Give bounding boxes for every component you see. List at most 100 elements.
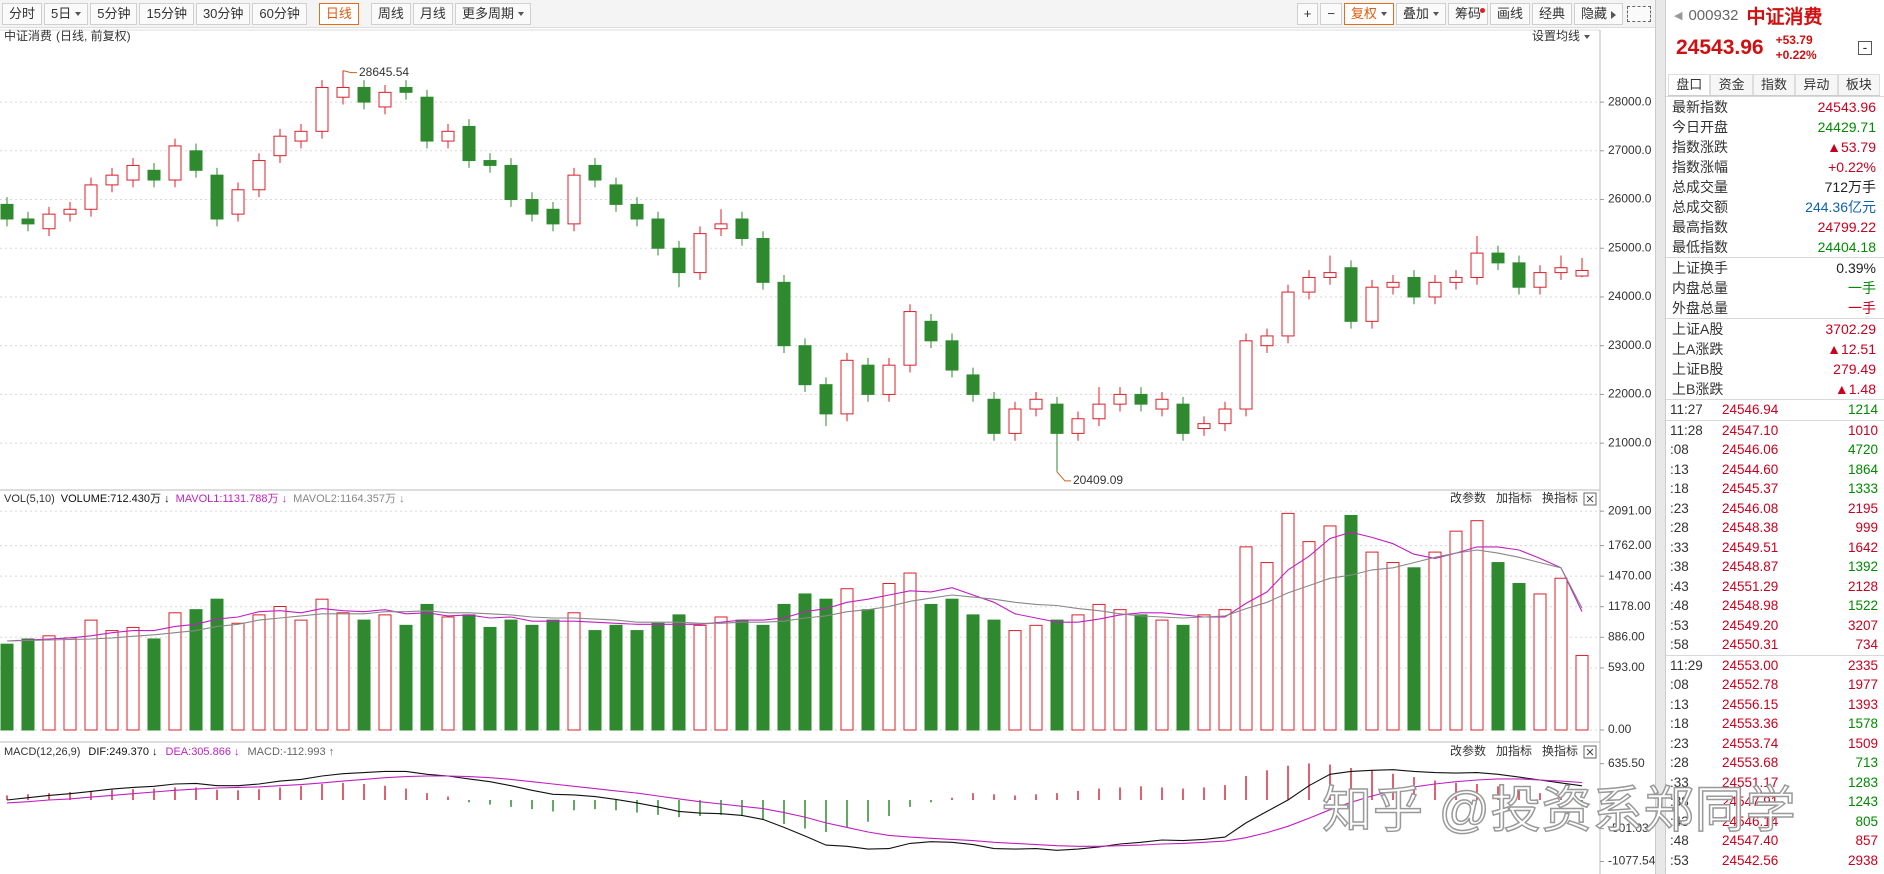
stat-value: 24429.71 (1817, 119, 1876, 135)
stat-value: 一手 (1848, 280, 1876, 296)
tool-button[interactable]: 复权 (1343, 2, 1394, 25)
panel-button[interactable]: 加指标 (1496, 743, 1532, 758)
volume-bar (525, 624, 539, 731)
tool-button[interactable]: 经典 (1531, 2, 1572, 25)
period-button[interactable]: 日线 (318, 2, 359, 25)
candle-body (987, 398, 1001, 434)
tick-list: 11:27 24546.94 1214 11:28 24547.10 1010:08 245… (1664, 399, 1884, 874)
panel-toggle[interactable] (1655, 0, 1666, 874)
tool-button[interactable]: − (1320, 2, 1342, 25)
stat-row: 外盘总量 一手 (1664, 298, 1884, 318)
y-tick-label: 23000.0 (1608, 338, 1652, 352)
period-button[interactable]: 5日 (44, 2, 89, 25)
tool-button[interactable]: 隐藏 (1573, 2, 1623, 25)
panel-button[interactable]: 改参数 (1450, 743, 1486, 758)
candle-body (1092, 403, 1106, 420)
tick-volume: 1243 (1847, 794, 1878, 809)
tool-button[interactable]: 画线 (1489, 2, 1530, 25)
volume-bar (798, 593, 812, 731)
tick-price: 24550.31 (1722, 637, 1779, 652)
period-button[interactable]: 月线 (412, 2, 453, 25)
tool-button[interactable]: + (1296, 2, 1319, 25)
stat-label: 上证B股 (1672, 361, 1724, 377)
period-button[interactable]: 15分钟 (139, 2, 194, 25)
y-tick-label: 1178.00 (1608, 599, 1651, 613)
period-button[interactable]: 周线 (370, 2, 411, 25)
panel-button[interactable]: 加指标 (1496, 490, 1532, 505)
volume-bar (1407, 567, 1421, 731)
tab[interactable]: 板块 (1837, 74, 1881, 95)
tick-time: :53 (1670, 852, 1689, 868)
tick-price: 24556.15 (1722, 696, 1779, 712)
volume-bar (84, 619, 98, 731)
tick-time: :23 (1670, 500, 1689, 516)
stat-row: 总成交量 712万手 (1664, 177, 1884, 197)
candle-body (1134, 393, 1148, 405)
tab[interactable]: 指数 (1752, 74, 1796, 95)
volume-bar (945, 598, 959, 731)
back-arrow[interactable]: ◀ (1674, 9, 1683, 22)
panel-button[interactable]: 换指标 (1542, 490, 1578, 505)
tick-time: :08 (1670, 677, 1689, 692)
candle-body (735, 218, 749, 239)
tick-price: 24548.87 (1722, 559, 1779, 574)
indicator-line (6, 549, 1583, 642)
stat-label: 今日开盘 (1672, 119, 1728, 135)
period-button[interactable]: 5分钟 (90, 2, 138, 25)
candle-body (105, 174, 119, 186)
candle-body (1050, 403, 1064, 434)
legend-item: MACD:-112.993 ↑ (248, 746, 335, 758)
chart-subtitle: (日线, 前复权) (56, 28, 131, 43)
volume-bar (1050, 619, 1064, 731)
panel-button[interactable]: 换指标 (1542, 743, 1578, 758)
candle-body (483, 160, 497, 166)
settings-button[interactable]: 设置均线 (1532, 29, 1580, 43)
tick-row: :18 24553.36 1578 (1664, 714, 1884, 734)
candle-body (210, 174, 224, 220)
period-button[interactable]: 30分钟 (195, 2, 251, 25)
volume-bar (189, 609, 203, 731)
stat-label: 上证换手 (1672, 260, 1728, 276)
tick-row: :43 24551.29 2128 (1664, 577, 1884, 597)
tick-row: :28 24553.68 713 (1664, 753, 1884, 773)
tick-volume: 857 (1855, 833, 1878, 848)
indicator-line (6, 769, 1583, 851)
period-button[interactable]: 更多周期 (454, 2, 531, 25)
volume-bar (861, 609, 875, 731)
tabs: 盘口 资金 指数 异动 板块 (1668, 74, 1881, 96)
tool-button[interactable]: 筹码 (1447, 2, 1488, 25)
candle-body (1554, 267, 1568, 274)
stat-label: 总成交量 (1672, 179, 1728, 195)
tick-volume: 1393 (1847, 696, 1878, 712)
tool-button[interactable]: 叠加 (1395, 2, 1446, 25)
volume-bar (966, 614, 980, 731)
volume-bar (1071, 614, 1085, 731)
tab[interactable]: 异动 (1795, 74, 1838, 95)
tab[interactable]: 资金 (1710, 74, 1753, 95)
candle-body (168, 145, 182, 181)
tick-price: 24546.06 (1722, 442, 1779, 457)
candle-body (1302, 276, 1316, 293)
tick-volume: 1522 (1847, 598, 1878, 613)
stat-row: 内盘总量 一手 (1664, 278, 1884, 298)
tab[interactable]: 盘口 (1668, 74, 1711, 95)
period-buttons: 分时 5日 5分钟 15分钟 30分钟 60分钟 日线 周线 月线 更多周期 (0, 2, 531, 25)
candle-body (189, 150, 203, 171)
tick-row: :5824541.41890 (1664, 870, 1884, 874)
tick-price: 24553.36 (1722, 716, 1779, 731)
stat-row: 上A涨跌 ▲12.51 (1664, 339, 1884, 359)
panel-button[interactable]: 改参数 (1450, 490, 1486, 505)
tick-row: :18 24545.37 1333 (1664, 479, 1884, 499)
period-button[interactable]: 分时 (2, 2, 43, 25)
tick-volume: 1392 (1847, 559, 1878, 574)
period-button[interactable]: 60分钟 (252, 2, 307, 25)
fullscreen-button[interactable] (1627, 5, 1651, 22)
volume-bar (504, 619, 518, 731)
candle-body (819, 384, 833, 415)
volume-bar (1386, 562, 1400, 731)
tick-volume: 1214 (1847, 402, 1878, 417)
stat-row: 上证换手 0.39% (1664, 257, 1884, 278)
tick-volume: 2335 (1847, 657, 1878, 673)
tick-volume: 713 (1855, 755, 1878, 770)
collapse-button[interactable]: - (1858, 40, 1872, 55)
